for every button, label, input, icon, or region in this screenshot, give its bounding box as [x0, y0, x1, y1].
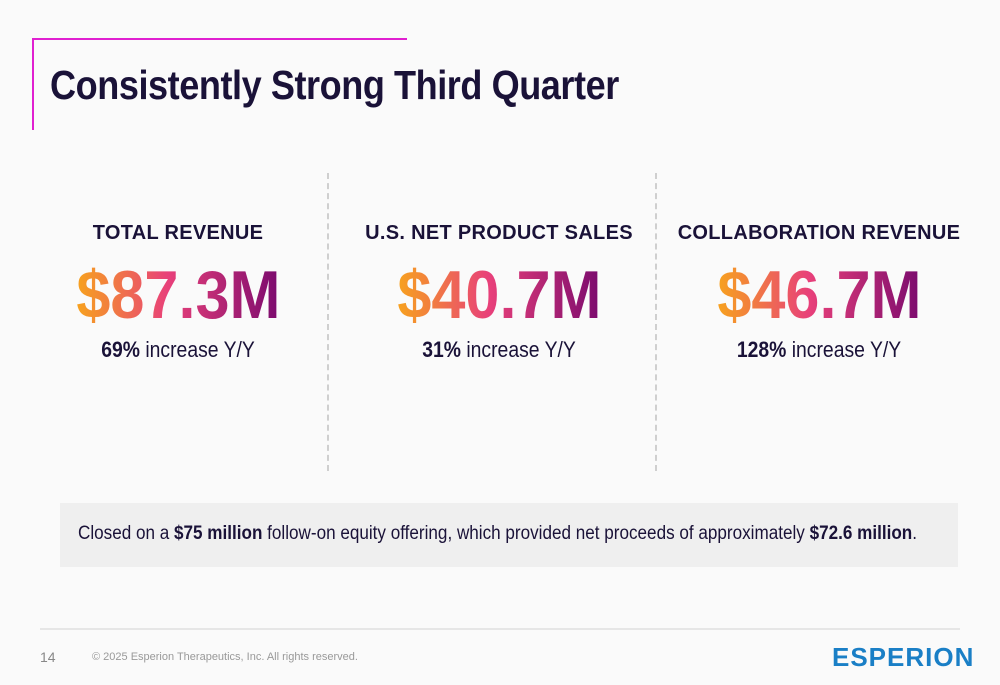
- metric-label: TOTAL REVENUE: [92, 222, 264, 244]
- copyright: © 2025 Esperion Therapeutics, Inc. All r…: [92, 651, 358, 663]
- divider: [327, 173, 329, 471]
- page-title: Consistently Strong Third Quarter: [50, 62, 619, 108]
- footer-divider: [40, 628, 960, 630]
- metric-value: $87.3M: [75, 257, 281, 333]
- metric-change: 69% increase Y/Y: [34, 337, 323, 363]
- note-box: Closed on a $75 million follow-on equity…: [60, 503, 958, 567]
- metric-value: $40.7M: [396, 257, 602, 333]
- metric-pct: 69%: [101, 337, 140, 362]
- metric-label: U.S. NET PRODUCT SALES: [365, 222, 633, 244]
- metric-pct: 128%: [736, 337, 787, 362]
- metric-pct: 31%: [422, 337, 461, 362]
- note-text-part: .: [912, 523, 917, 544]
- note-text-part: Closed on a: [78, 523, 175, 544]
- note-text-part: follow-on equity offering, which provide…: [262, 523, 810, 544]
- metric-suffix: increase Y/Y: [786, 337, 902, 362]
- divider: [655, 173, 657, 471]
- note-text: Closed on a $75 million follow-on equity…: [78, 523, 917, 545]
- metric-suffix: increase Y/Y: [460, 337, 576, 362]
- esperion-logo: ESPERION: [832, 642, 975, 672]
- note-net-proceeds: $72.6 million: [809, 523, 913, 544]
- metric-value: $46.7M: [716, 257, 922, 333]
- metric-change: 128% increase Y/Y: [675, 337, 964, 363]
- metric-suffix: increase Y/Y: [139, 337, 255, 362]
- metric-collaboration-revenue: COLLABORATION REVENUE $46.7M 128% increa…: [655, 222, 983, 363]
- metric-label: COLLABORATION REVENUE: [677, 222, 961, 244]
- accent-line-top: [32, 38, 407, 40]
- metric-total-revenue: TOTAL REVENUE $87.3M 69% increase Y/Y: [14, 222, 342, 363]
- page-number: 14: [40, 649, 56, 665]
- metric-change: 31% increase Y/Y: [355, 337, 644, 363]
- accent-line-left: [32, 38, 34, 130]
- metric-us-net-product-sales: U.S. NET PRODUCT SALES $40.7M 31% increa…: [335, 222, 663, 363]
- note-offering-amount: $75 million: [174, 523, 263, 544]
